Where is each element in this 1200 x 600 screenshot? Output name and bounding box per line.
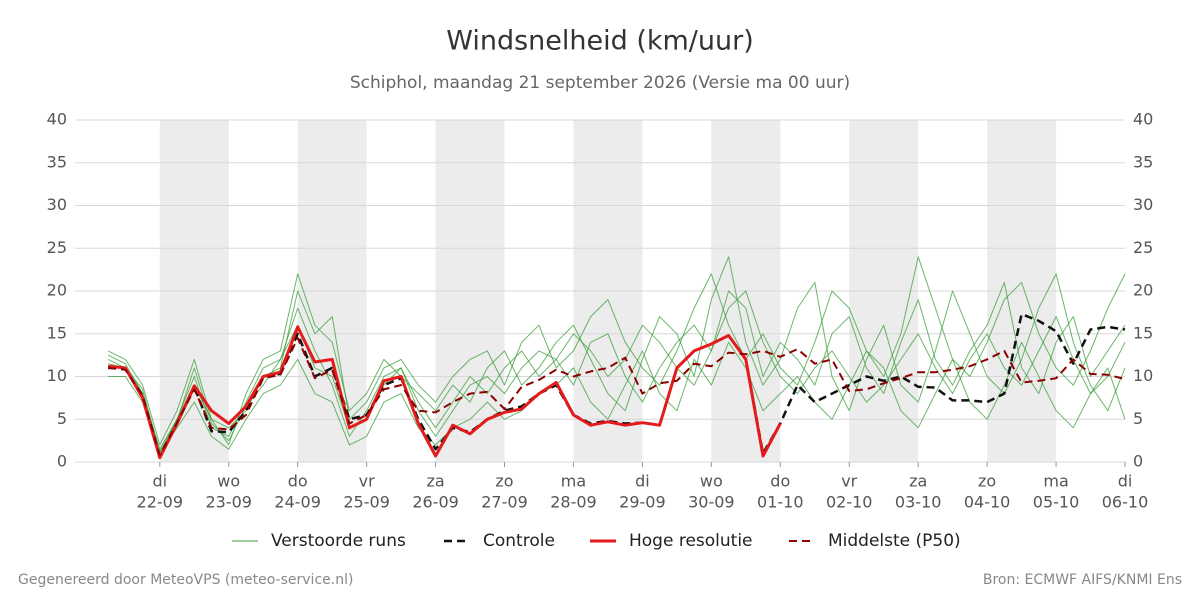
y-tick-label: 20 <box>47 281 67 300</box>
y-tick-label: 35 <box>47 152 67 171</box>
x-tick-day: do <box>288 472 308 491</box>
x-tick-label: 25-09 <box>343 493 390 512</box>
y2-tick-label: 0 <box>1133 452 1143 471</box>
x-tick-label: 06-10 <box>1102 493 1149 512</box>
legend-label: Hoge resolutie <box>629 531 753 551</box>
x-tick-day: di <box>635 472 650 491</box>
legend-label: Middelste (P50) <box>828 531 961 551</box>
y-tick-label: 10 <box>47 366 67 385</box>
x-tick-label: 05-10 <box>1033 493 1080 512</box>
chart-subtitle: Schiphol, maandag 21 september 2026 (Ver… <box>350 73 850 93</box>
y2-tick-label: 20 <box>1133 281 1153 300</box>
y2-tick-label: 40 <box>1133 110 1153 129</box>
y-tick-label: 15 <box>47 323 67 342</box>
y2-tick-label: 5 <box>1133 409 1143 428</box>
series-line <box>107 337 1126 457</box>
x-tick-label: 27-09 <box>481 493 528 512</box>
y-tick-label: 25 <box>47 238 67 257</box>
x-tick-label: 29-09 <box>619 493 666 512</box>
x-tick-day: za <box>426 472 444 491</box>
x-tick-label: 23-09 <box>205 493 252 512</box>
chart-title: Windsnelheid (km/uur) <box>446 26 754 57</box>
x-tick-label: 01-10 <box>757 493 804 512</box>
y2-tick-label: 25 <box>1133 238 1153 257</box>
x-tick-day: di <box>152 472 167 491</box>
footer-right: Bron: ECMWF AIFS/KNMI Ens <box>983 572 1182 588</box>
x-tick-day: vr <box>359 472 375 491</box>
x-tick-day: do <box>770 472 790 491</box>
x-tick-day: ma <box>561 472 586 491</box>
y-tick-label: 30 <box>47 195 67 214</box>
x-tick-label: 28-09 <box>550 493 597 512</box>
x-tick-label: 02-10 <box>826 493 873 512</box>
ensemble-line <box>107 281 1126 450</box>
x-tick-label: 04-10 <box>964 493 1011 512</box>
x-tick-day: vr <box>841 472 857 491</box>
y2-tick-label: 30 <box>1133 195 1153 214</box>
x-tick-label: 26-09 <box>412 493 459 512</box>
series-line <box>107 325 782 460</box>
x-tick-day: za <box>909 472 927 491</box>
y-tick-label: 5 <box>57 409 67 428</box>
x-tick-day: di <box>1118 472 1133 491</box>
y-tick-label: 0 <box>57 452 67 471</box>
ensemble-line <box>107 290 1126 453</box>
x-tick-label: 30-09 <box>688 493 735 512</box>
legend-label: Verstoorde runs <box>271 531 406 551</box>
x-tick-label: 03-10 <box>895 493 942 512</box>
x-tick-day: wo <box>217 472 240 491</box>
y2-tick-label: 35 <box>1133 152 1153 171</box>
legend-label: Controle <box>483 531 555 551</box>
y-tick-label: 40 <box>47 110 67 129</box>
y2-tick-label: 10 <box>1133 366 1153 385</box>
x-tick-day: ma <box>1043 472 1068 491</box>
x-tick-day: wo <box>700 472 723 491</box>
ensemble-line <box>108 341 1126 454</box>
footer-left: Gegenereerd door MeteoVPS (meteo-service… <box>18 572 353 588</box>
x-tick-day: zo <box>978 472 996 491</box>
x-tick-day: zo <box>495 472 513 491</box>
ensemble-line <box>107 256 1126 454</box>
y2-tick-label: 15 <box>1133 323 1153 342</box>
x-tick-label: 22-09 <box>137 493 184 512</box>
x-tick-label: 24-09 <box>274 493 321 512</box>
